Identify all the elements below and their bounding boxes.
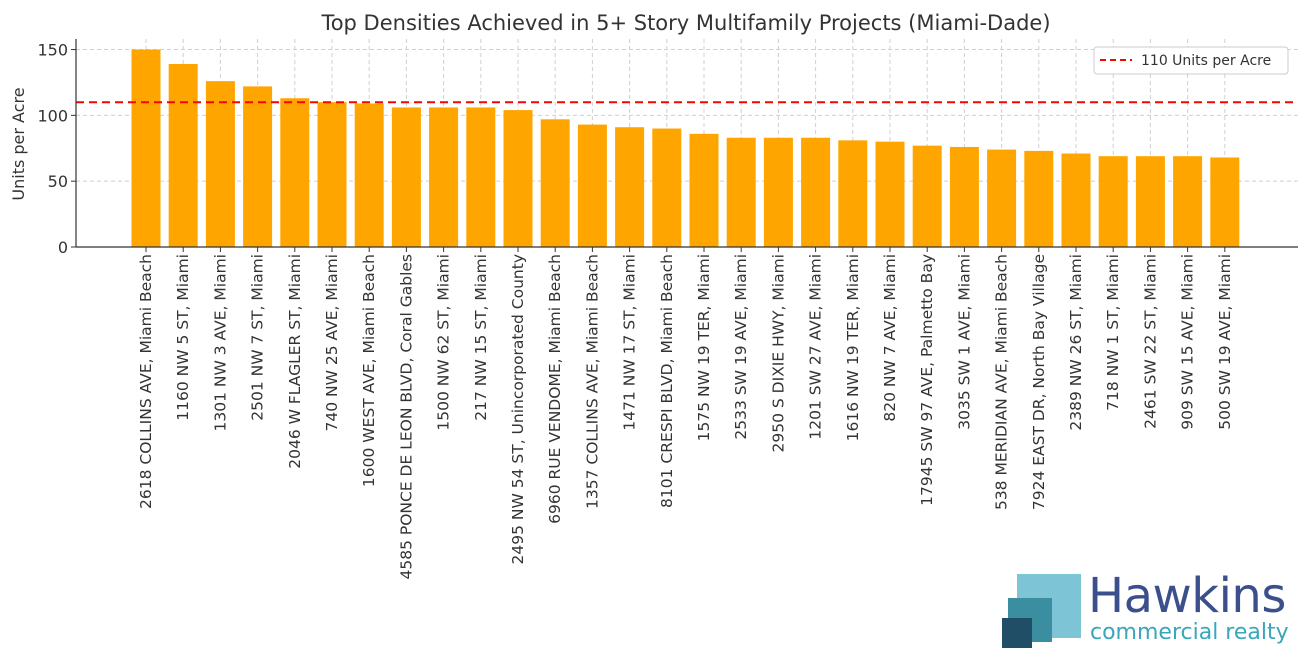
legend: 110 Units per Acre <box>1093 46 1289 75</box>
x-tick-label: 2618 COLLINS AVE, Miami Beach <box>137 254 155 509</box>
bar <box>540 119 570 247</box>
bar <box>577 124 607 247</box>
x-tick-label: 217 NW 15 ST, Miami <box>472 254 490 421</box>
x-tick-label: 3035 SW 1 AVE, Miami <box>955 254 973 430</box>
legend-box <box>1093 46 1289 75</box>
legend-label: 110 Units per Acre <box>1141 53 1271 69</box>
x-tick-label: 2046 W FLAGLER ST, Miami <box>286 254 304 469</box>
y-tick-label: 0 <box>58 238 68 257</box>
x-tick-label: 1201 SW 27 AVE, Miami <box>807 254 825 440</box>
bar <box>689 133 719 247</box>
bar <box>466 107 496 248</box>
x-tick-label: 17945 SW 97 AVE, Palmetto Bay <box>918 254 936 506</box>
bar <box>912 145 942 247</box>
bar <box>243 86 273 248</box>
x-tick-label: 2950 S DIXIE HWY, Miami <box>769 254 787 452</box>
bar <box>949 146 979 247</box>
bar <box>391 107 421 248</box>
bar <box>503 110 533 247</box>
bar <box>317 102 347 247</box>
logo-square-dark <box>1002 618 1032 648</box>
bar <box>615 127 645 247</box>
x-tick-label: 7924 EAST DR, North Bay Village <box>1030 254 1048 510</box>
bar <box>1210 157 1240 247</box>
bar <box>168 64 198 247</box>
bar <box>1135 156 1165 247</box>
axes <box>75 39 1298 248</box>
bar <box>429 107 459 248</box>
bar <box>652 128 682 247</box>
x-tick-label: 909 SW 15 AVE, Miami <box>1179 254 1197 430</box>
bar <box>205 81 235 247</box>
bar <box>131 49 161 247</box>
x-tick-label: 8101 CRESPI BLVD, Miami Beach <box>658 254 676 508</box>
bar <box>801 137 831 247</box>
x-tick-label: 1357 COLLINS AVE, Miami Beach <box>583 254 601 509</box>
x-tick-label: 740 NW 25 AVE, Miami <box>323 254 341 431</box>
logo-brand-name: Hawkins <box>1088 568 1286 624</box>
x-tick-label: 1471 NW 17 ST, Miami <box>621 254 639 431</box>
x-tick-label: 1575 NW 19 TER, Miami <box>695 254 713 441</box>
y-axis-label: Units per Acre <box>9 87 28 200</box>
x-tick-label: 1500 NW 62 ST, Miami <box>435 254 453 431</box>
bars <box>131 49 1240 248</box>
chart-title: Top Densities Achieved in 5+ Story Multi… <box>320 11 1050 35</box>
hawkins-logo: Hawkins commercial realty <box>1000 568 1305 648</box>
y-tick-label: 150 <box>37 41 68 60</box>
bar <box>763 137 793 247</box>
y-tick-label: 50 <box>48 172 68 191</box>
x-tick-label: 2533 SW 19 AVE, Miami <box>732 254 750 440</box>
y-tick-labels: 0 50 100 150 <box>37 41 76 257</box>
x-tick-label: 4585 PONCE DE LEON BLVD, Coral Gables <box>397 254 415 580</box>
x-tick-label: 6960 RUE VENDOME, Miami Beach <box>546 254 564 524</box>
x-tick-label: 2461 SW 22 ST, Miami <box>1141 254 1159 429</box>
bar <box>1098 156 1128 247</box>
x-tick-label: 2389 NW 26 ST, Miami <box>1067 254 1085 431</box>
x-tick-label: 820 NW 7 AVE, Miami <box>881 254 899 422</box>
bar <box>1061 153 1091 247</box>
x-tick-label: 1301 NW 3 AVE, Miami <box>211 254 229 431</box>
x-tick-label: 2501 NW 7 ST, Miami <box>249 254 267 421</box>
bar <box>987 149 1017 247</box>
y-tick-label: 100 <box>37 106 68 125</box>
bar <box>726 137 756 247</box>
logo-tagline: commercial realty <box>1090 620 1289 645</box>
x-tick-label: 2495 NW 54 ST, Unincorporated County <box>509 254 527 564</box>
x-tick-label: 1160 NW 5 ST, Miami <box>174 254 192 421</box>
bar <box>838 140 868 247</box>
bar <box>875 141 905 247</box>
x-tick-label: 538 MERIDIAN AVE, Miami Beach <box>993 254 1011 510</box>
bar <box>1173 156 1203 247</box>
x-tick-labels: 2618 COLLINS AVE, Miami Beach 1160 NW 5 S… <box>137 247 1234 580</box>
bar <box>1024 150 1054 247</box>
x-tick-label: 1616 NW 19 TER, Miami <box>844 254 862 441</box>
x-tick-label: 718 NW 1 ST, Miami <box>1104 254 1122 411</box>
bar <box>280 98 310 247</box>
bar <box>354 103 384 247</box>
x-tick-label: 1600 WEST AVE, Miami Beach <box>360 254 378 487</box>
x-tick-label: 500 SW 19 AVE, Miami <box>1216 254 1234 430</box>
